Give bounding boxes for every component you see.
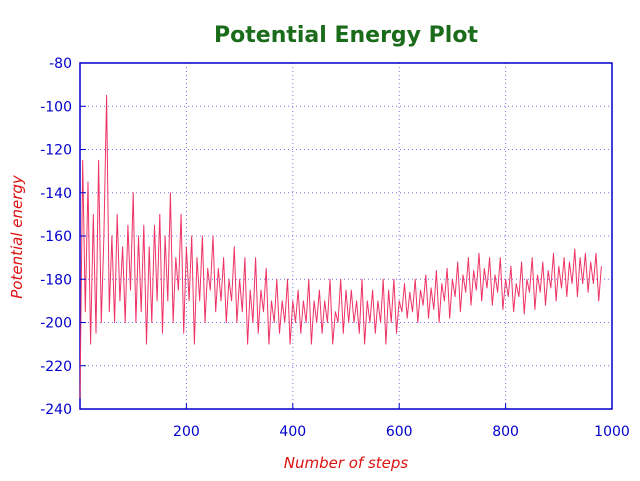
y-tick-label: -180 [40,272,72,288]
x-tick-label: 200 [173,424,200,440]
y-tick-label: -220 [40,359,72,375]
y-tick-label: -100 [40,99,72,115]
y-tick-label: -120 [40,143,72,159]
tick-layer: 200 400 600 800 1000 -80 -100 -120 -140 -160 -180 -… [40,56,630,440]
y-tick-label: -200 [40,316,72,332]
x-tick-label: 400 [279,424,306,440]
y-tick-label: -160 [40,229,72,245]
chart-title: Potential Energy Plot [214,23,478,48]
x-tick-label: 600 [386,424,413,440]
x-tick-label: 1000 [594,424,630,440]
energy-series-line [79,94,602,399]
x-axis-label: Number of steps [284,454,409,472]
y-tick-label: -140 [40,186,72,202]
x-tick-label: 800 [492,424,519,440]
y-axis-label: Potential energy [8,174,26,299]
y-tick-label: -240 [40,402,72,418]
series-layer [79,94,602,399]
y-tick-label: -80 [49,56,72,72]
